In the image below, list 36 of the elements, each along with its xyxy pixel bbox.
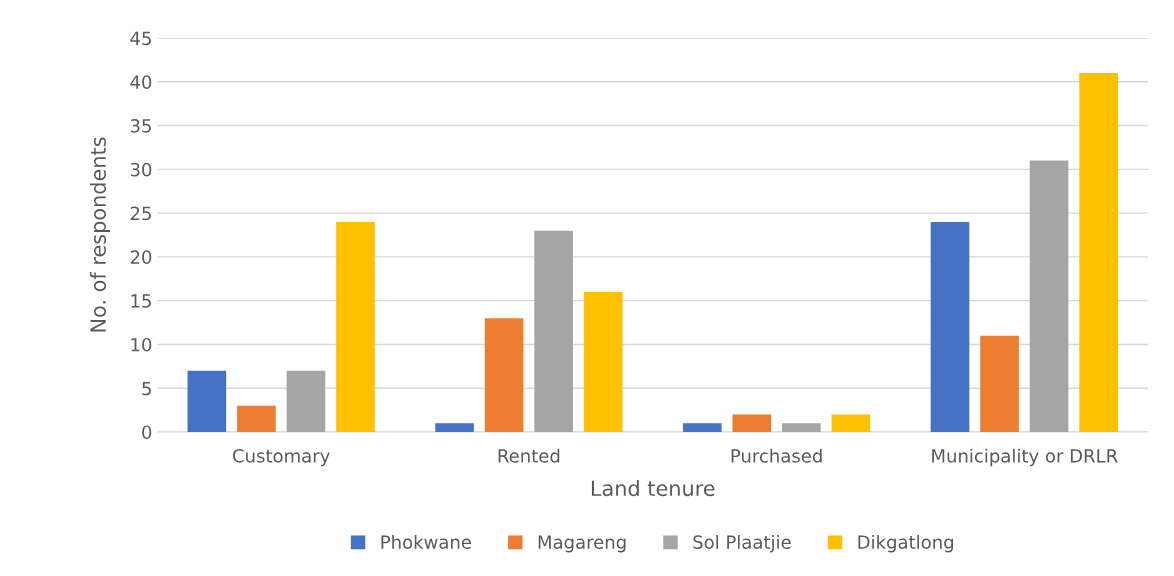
y-tick-label: 0 — [142, 425, 152, 440]
y-tick-label: 5 — [142, 381, 151, 396]
bar — [782, 423, 821, 432]
y-tick-label: 20 — [130, 250, 152, 265]
x-tick-label: Purchased — [731, 448, 822, 463]
x-axis-title: Land tenure — [591, 480, 715, 497]
bar — [286, 370, 326, 432]
y-tick-label: 25 — [130, 206, 151, 221]
bar — [1029, 160, 1069, 432]
x-tick-label: Rented — [498, 448, 560, 463]
legend-label: Dikgatlong — [858, 534, 953, 553]
bar — [336, 221, 375, 432]
y-tick-label: 40 — [130, 75, 152, 89]
x-tick-label: Municipality or DRLR — [932, 448, 1118, 467]
y-tick-label: 45 — [130, 31, 151, 46]
y-axis-title: No. of respondents — [89, 137, 111, 332]
bar — [732, 414, 772, 432]
legend-label: Sol Plaatjie — [693, 534, 791, 553]
bar — [682, 423, 722, 432]
x-tick-label: Customary — [233, 448, 330, 467]
y-tick-label: 15 — [131, 294, 151, 308]
legend-label: Phokwane — [381, 534, 471, 549]
bar — [187, 370, 227, 432]
bar — [534, 230, 573, 432]
bar — [484, 318, 524, 432]
bar — [831, 414, 871, 432]
bar — [237, 405, 276, 432]
bar — [435, 423, 474, 432]
legend-label: Magareng — [538, 535, 626, 553]
y-tick-label: 35 — [130, 119, 151, 133]
y-tick-label: 30 — [130, 162, 152, 177]
bar — [1079, 73, 1118, 432]
bar — [980, 335, 1019, 432]
y-tick-label: 10 — [131, 337, 152, 352]
bar — [930, 221, 970, 432]
bar — [583, 291, 623, 432]
